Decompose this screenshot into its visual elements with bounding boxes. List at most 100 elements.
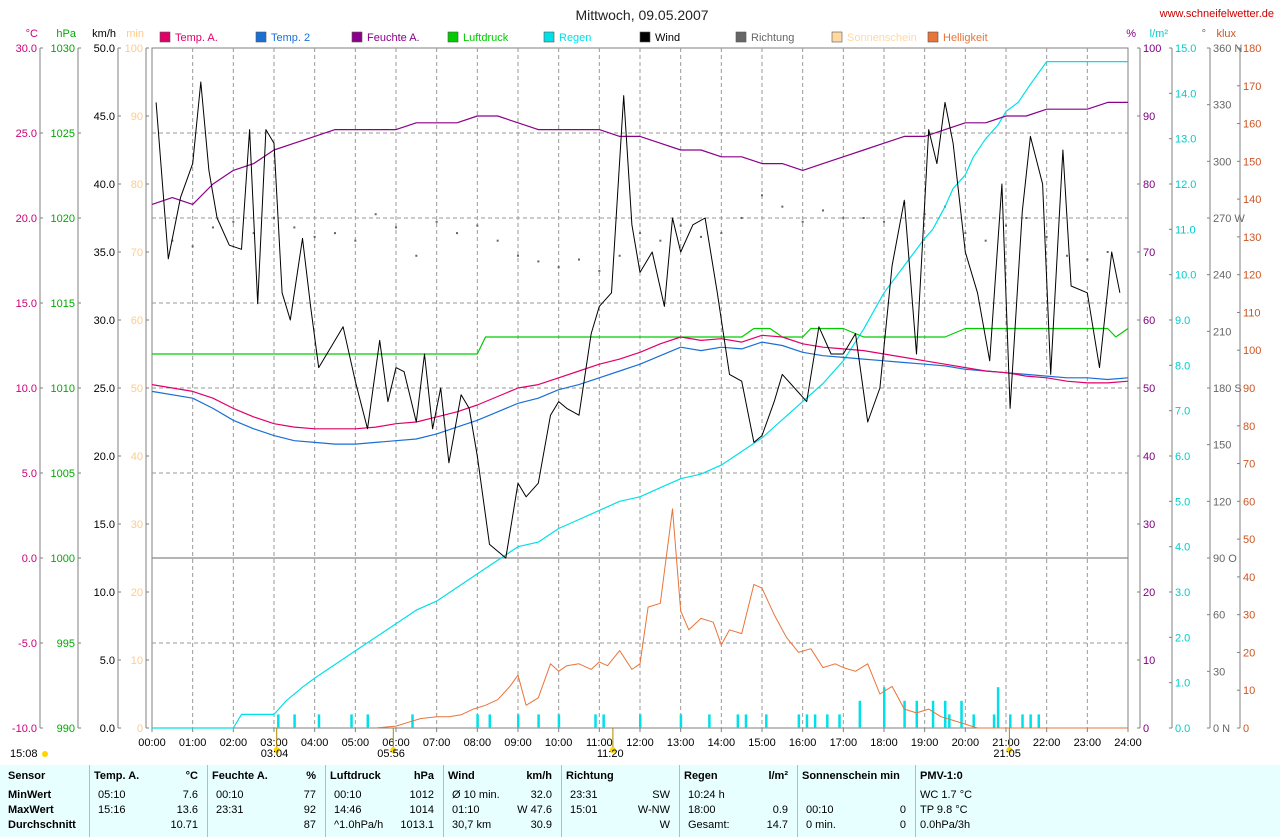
stats-cell-time: 0 min. xyxy=(806,819,836,831)
x-tick-label: 19:00 xyxy=(911,737,939,749)
x-tick-label: 02:00 xyxy=(220,737,248,749)
rain-bar xyxy=(883,687,886,728)
direction-point xyxy=(273,217,275,219)
stats-cell-value: SW xyxy=(652,789,670,801)
grid xyxy=(152,48,1128,728)
axis-tick-label: 15.0 xyxy=(1175,43,1196,55)
stats-cell-time: 14:46 xyxy=(334,804,362,816)
legend-swatch xyxy=(159,31,171,43)
axis-tick-label: 25.0 xyxy=(16,128,37,140)
axis-unit-label: klux xyxy=(1216,28,1236,40)
legend-label: Helligkeit xyxy=(943,32,988,44)
axis-tick-label: 4.0 xyxy=(1175,542,1190,554)
rain-bar xyxy=(476,714,479,728)
axis-tick-label: 10.0 xyxy=(1175,270,1196,282)
axis-tick-label: 10.0 xyxy=(16,383,37,395)
rain-bar xyxy=(996,687,1000,728)
sun-icon xyxy=(1006,747,1013,753)
axis-tick-label: 12.0 xyxy=(1175,179,1196,191)
rain-bar xyxy=(903,700,906,728)
stats-cell-time: 15:01 xyxy=(570,804,598,816)
direction-point xyxy=(496,239,499,242)
axis-tick-label: 90 xyxy=(1143,111,1155,123)
axis-tick-label: 2.0 xyxy=(1175,632,1190,644)
axis-tick-label: 5.0 xyxy=(100,655,115,667)
rain-bar xyxy=(366,714,370,728)
x-tick-label: 06:00 xyxy=(382,737,410,749)
axis-tick-label: 120 xyxy=(1243,270,1261,282)
x-tick-label: 18:00 xyxy=(870,737,898,749)
axis-tick-label: 170 xyxy=(1243,81,1261,93)
rain-bar xyxy=(679,714,683,728)
direction-point xyxy=(293,226,296,229)
direction-point xyxy=(1005,224,1007,227)
axis-tick-label: 50 xyxy=(1143,383,1155,395)
axis-tick-label: 11.0 xyxy=(1175,224,1196,236)
x-tick-label: 15:00 xyxy=(748,737,776,749)
stats-column-header: Regen xyxy=(684,770,718,782)
axis-tick-label: 80 xyxy=(131,179,143,191)
direction-point xyxy=(964,232,967,235)
axis-tick-label: 360 N xyxy=(1213,43,1242,55)
temp-a-line xyxy=(151,334,1129,430)
stats-column-divider xyxy=(797,765,798,837)
rain-bar xyxy=(277,714,280,728)
stats-row-label: Durchschnitt xyxy=(8,819,76,831)
stats-cell-value: 0 xyxy=(899,819,906,831)
rain-bar xyxy=(1009,714,1012,728)
legend-label: Luftdruck xyxy=(463,32,509,44)
stats-column-divider xyxy=(679,765,680,837)
axis-tick-label: 160 xyxy=(1243,119,1261,131)
marker-sunrise: 05:56 xyxy=(377,748,405,760)
axis-tick-label: 25.0 xyxy=(94,383,115,395)
axis-tick-label: 70 xyxy=(131,247,143,259)
stats-column-header: Luftdruck xyxy=(330,770,381,782)
stats-cell-value: 1014 xyxy=(409,804,434,816)
stats-cell-time: 00:10 xyxy=(334,789,362,801)
axis-tick-label: 990 xyxy=(57,723,75,735)
legend: Temp. A. Temp. 2 Feuchte A. Luftdruck Regen W… xyxy=(159,31,988,44)
stats-cell-time: 30,7 km xyxy=(452,819,492,831)
axis-tick-label: 14.0 xyxy=(1175,88,1196,100)
direction-point xyxy=(232,220,235,223)
legend-label: Temp. 2 xyxy=(271,32,310,44)
stats-column-unit: km/h xyxy=(526,770,552,782)
axis-tick-label: 30 xyxy=(131,519,143,531)
direction-point xyxy=(557,266,560,269)
stats-cell-value: 30.9 xyxy=(530,819,552,831)
axis-tick-label: 330 xyxy=(1213,100,1231,112)
rain-bar xyxy=(708,714,711,728)
stats-cell-time: 18:00 xyxy=(688,804,716,816)
direction-point xyxy=(517,254,519,257)
legend-swatch xyxy=(447,31,459,43)
stats-row-label: 0.0hPa/3h xyxy=(920,819,971,831)
stats-cell-time: 00:10 xyxy=(806,804,834,816)
axis-tick-label: 180 xyxy=(1243,43,1261,55)
axis-unit-label: l/m² xyxy=(1150,28,1169,40)
stats-cell-value: W 47.6 xyxy=(517,804,552,816)
rain-bar xyxy=(639,714,642,728)
direction-point xyxy=(659,239,662,242)
axis-tick-label: 20.0 xyxy=(16,213,37,225)
legend-swatch xyxy=(735,31,747,43)
x-tick-label: 20:00 xyxy=(952,737,980,749)
axis-tick-label: 15.0 xyxy=(94,519,115,531)
rain-bar xyxy=(537,714,540,728)
direction-point xyxy=(1025,217,1028,219)
direction-point xyxy=(618,254,621,257)
axis-tick-label: 995 xyxy=(57,638,75,650)
legend-label: Temp. A. xyxy=(175,32,218,44)
x-tick-label: 17:00 xyxy=(830,737,858,749)
direction-point xyxy=(395,226,397,229)
rain-bar xyxy=(744,714,748,728)
legend-label: Sonnenschein xyxy=(847,32,917,44)
stats-cell-value: 1013.1 xyxy=(400,819,434,831)
marker-noon: 11:20 xyxy=(597,748,624,760)
direction-point xyxy=(822,209,824,212)
axis-unit-label: km/h xyxy=(92,28,116,40)
stats-cell-value: 92 xyxy=(303,804,316,816)
stats-column-header: Wind xyxy=(448,770,475,782)
x-tick-label: 11:00 xyxy=(586,737,613,749)
axis-tick-label: -5.0 xyxy=(18,638,37,650)
rain-bar xyxy=(972,714,975,728)
